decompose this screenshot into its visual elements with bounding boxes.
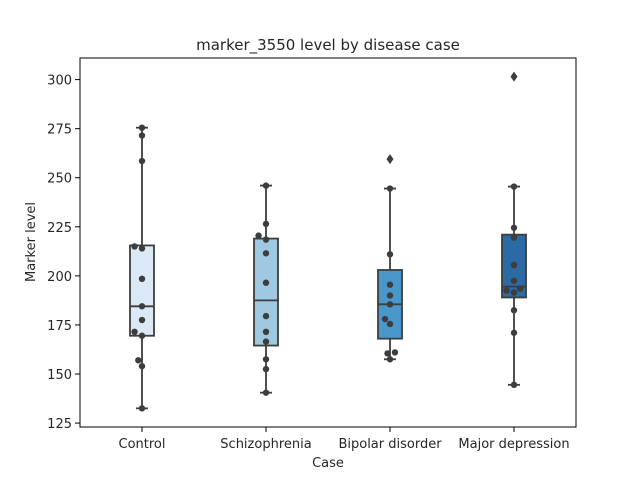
data-point: [503, 287, 510, 294]
data-point: [384, 350, 391, 357]
data-point: [381, 315, 389, 323]
data-point: [138, 303, 146, 310]
plot-area: [79, 57, 577, 428]
data-point: [262, 389, 270, 396]
data-point: [138, 332, 146, 339]
data-point: [262, 356, 270, 363]
data-point: [138, 157, 146, 165]
data-point: [510, 261, 518, 269]
data-point: [262, 220, 270, 228]
data-point: [510, 224, 518, 231]
x-tick-label: Major depression: [458, 437, 569, 452]
data-point: [391, 349, 399, 356]
y-tick-label: 275: [47, 123, 72, 138]
data-point: [510, 307, 518, 314]
outlier-marker: [386, 154, 394, 165]
outlier-marker: [510, 71, 518, 82]
x-tick-label: Bipolar disorder: [338, 437, 442, 452]
data-point: [386, 185, 394, 192]
data-point: [510, 289, 518, 296]
data-point: [131, 328, 138, 336]
x-axis-label: Case: [312, 456, 344, 471]
data-point: [386, 281, 394, 288]
y-axis-label: Marker level: [24, 202, 39, 282]
data-point: [262, 312, 270, 320]
data-point: [138, 245, 146, 252]
y-tick-label: 150: [47, 368, 72, 383]
data-point: [386, 301, 394, 308]
box-group: [501, 71, 527, 386]
data-point: [386, 292, 394, 299]
data-point: [510, 329, 518, 336]
boxes: [129, 71, 527, 410]
data-point: [510, 381, 518, 389]
chart-title: marker_3550 level by disease case: [196, 36, 460, 55]
data-point: [262, 338, 270, 345]
data-point: [386, 356, 394, 363]
y-tick-label: 250: [47, 172, 72, 187]
data-point: [131, 243, 138, 250]
data-point: [255, 232, 262, 239]
data-point: [386, 320, 394, 328]
data-point: [138, 405, 146, 412]
data-point: [510, 277, 518, 284]
x-axis: Control Schizophrenia Bipolar disorder Majo…: [119, 427, 570, 452]
y-tick-label: 175: [47, 319, 72, 334]
y-tick-label: 125: [47, 417, 72, 432]
data-point: [262, 182, 270, 189]
y-axis: 125 150 175 200 225 250 275 300: [47, 74, 80, 432]
data-point: [138, 124, 146, 131]
data-point: [138, 275, 146, 283]
data-point: [262, 236, 270, 243]
points: [131, 124, 524, 412]
x-tick-label: Schizophrenia: [220, 437, 311, 452]
y-tick-label: 225: [47, 221, 72, 236]
data-point: [262, 365, 270, 373]
data-point: [386, 251, 394, 258]
x-tick-label: Control: [119, 437, 166, 452]
y-tick-label: 200: [47, 270, 72, 285]
data-point: [262, 250, 270, 257]
data-point: [510, 234, 518, 241]
y-tick-label: 300: [47, 74, 72, 89]
data-point: [262, 328, 270, 336]
data-point: [138, 362, 146, 370]
data-point: [517, 285, 524, 292]
data-point: [135, 357, 142, 364]
data-point: [510, 183, 518, 190]
data-point: [138, 316, 146, 324]
data-point: [262, 279, 270, 286]
data-point: [138, 132, 146, 139]
